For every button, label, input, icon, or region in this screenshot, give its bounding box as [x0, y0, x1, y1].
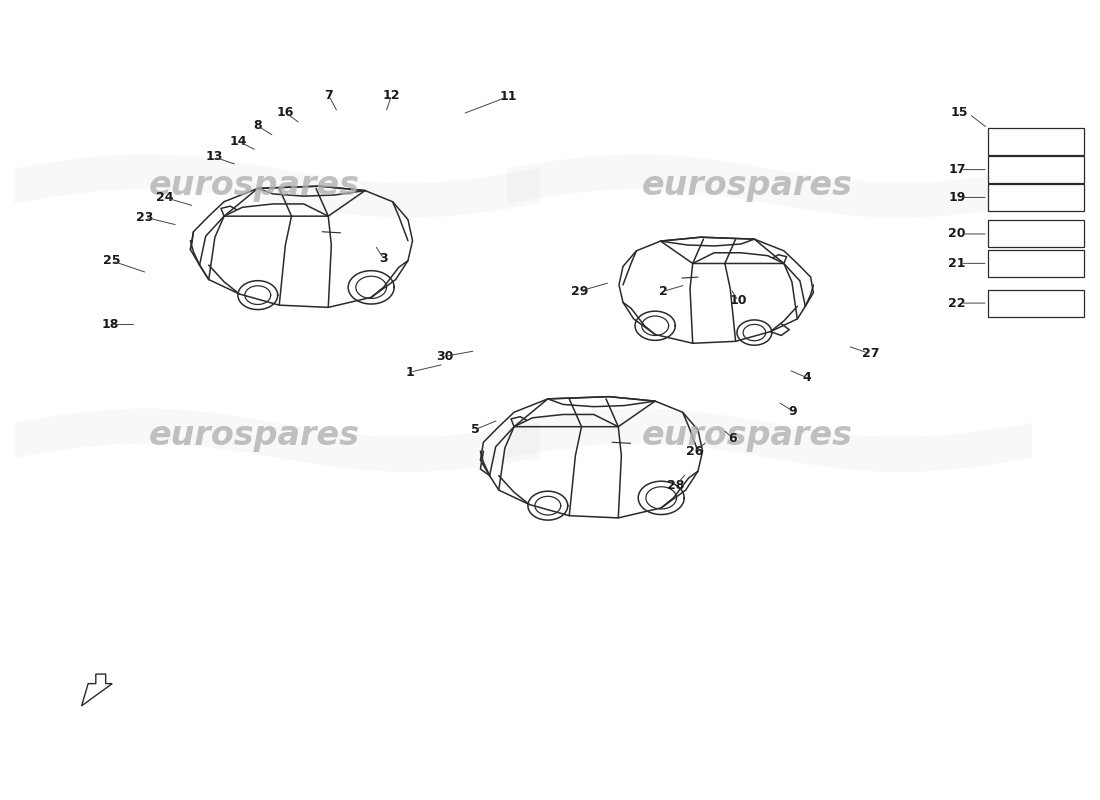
Text: 27: 27: [862, 347, 879, 361]
Text: 23: 23: [136, 210, 154, 224]
Text: 7: 7: [324, 90, 333, 102]
Text: eurospares: eurospares: [641, 169, 852, 202]
Text: 28: 28: [668, 478, 684, 491]
Text: 21: 21: [948, 257, 966, 270]
Text: 2: 2: [659, 285, 668, 298]
Text: 26: 26: [685, 445, 703, 458]
Text: 8: 8: [253, 119, 262, 133]
Text: 6: 6: [728, 432, 737, 445]
Bar: [988, 290, 1085, 317]
Bar: [988, 156, 1085, 183]
Bar: [988, 128, 1085, 155]
Bar: [988, 184, 1085, 211]
Text: 15: 15: [950, 106, 968, 119]
Text: 18: 18: [101, 318, 119, 331]
Text: 25: 25: [103, 254, 121, 267]
Text: 22: 22: [948, 297, 966, 310]
Text: 10: 10: [729, 294, 747, 307]
Text: 17: 17: [948, 163, 966, 176]
Text: 24: 24: [156, 191, 174, 204]
Text: 4: 4: [803, 371, 812, 384]
Text: 20: 20: [948, 227, 966, 241]
Bar: [988, 250, 1085, 277]
Text: 12: 12: [383, 90, 400, 102]
Text: eurospares: eurospares: [148, 169, 360, 202]
Text: 3: 3: [379, 252, 388, 265]
Text: 30: 30: [437, 350, 453, 363]
Text: 16: 16: [276, 106, 294, 119]
Text: eurospares: eurospares: [148, 419, 360, 452]
Text: 5: 5: [471, 423, 480, 436]
Text: 19: 19: [948, 191, 966, 204]
Bar: [988, 221, 1085, 247]
Text: 11: 11: [499, 90, 517, 103]
Text: 1: 1: [406, 366, 415, 378]
Text: 29: 29: [571, 285, 588, 298]
Text: 14: 14: [229, 134, 246, 147]
Text: 9: 9: [789, 405, 797, 418]
Text: eurospares: eurospares: [641, 419, 852, 452]
Text: 13: 13: [206, 150, 222, 163]
